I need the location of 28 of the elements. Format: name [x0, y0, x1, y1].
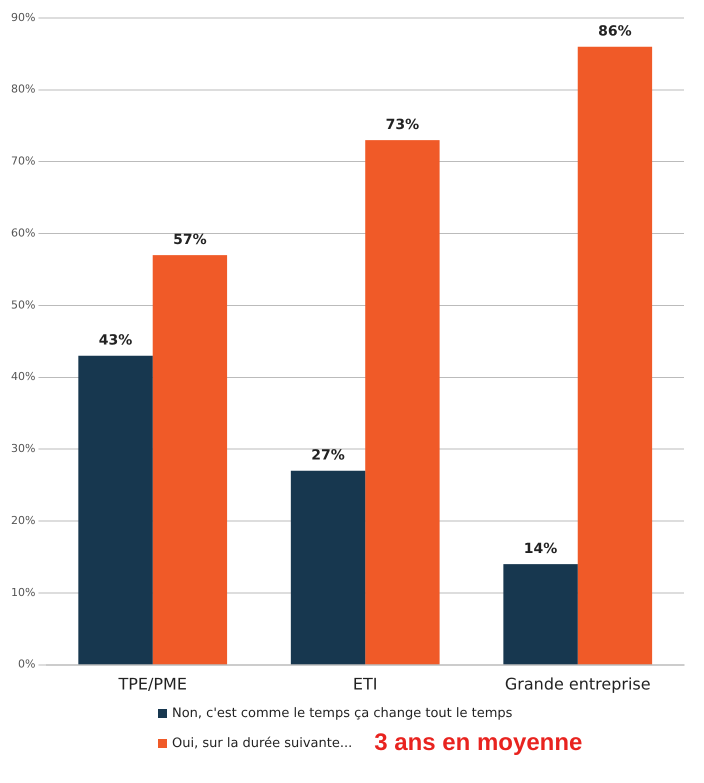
x-tick-label: ETI	[352, 674, 378, 694]
y-tick-label: 80%	[10, 82, 36, 96]
y-tick-label: 50%	[10, 298, 36, 312]
y-tick-label: 10%	[10, 586, 36, 599]
data-label: 14%	[524, 540, 558, 557]
bar	[78, 356, 153, 664]
y-tick-label: 70%	[10, 154, 36, 168]
bar	[152, 255, 228, 664]
data-label: 86%	[598, 23, 632, 40]
data-label: 57%	[173, 232, 207, 248]
bar	[365, 140, 440, 664]
y-tick-label: 30%	[10, 442, 36, 456]
bar	[578, 46, 652, 664]
x-tick-label: Grande entreprise	[504, 674, 651, 694]
y-tick-label: 60%	[10, 226, 36, 240]
y-tick-label: 40%	[10, 370, 36, 384]
legend-label: Non, c'est comme le temps ça change tout le temps	[172, 706, 512, 720]
x-tick-label: TPE/PME	[117, 674, 187, 694]
y-tick-label: 0%	[18, 658, 36, 671]
text: 3 ans en moyenne	[374, 729, 582, 757]
y-tick-label: 20%	[10, 514, 36, 527]
legend-label: Oui, sur la durée suivante...	[172, 736, 352, 750]
y-tick-label: 90%	[10, 10, 36, 24]
data-label: 73%	[386, 116, 420, 133]
bar	[290, 470, 366, 664]
data-label: 27%	[311, 447, 345, 464]
data-label: 43%	[98, 332, 132, 348]
bar	[503, 564, 578, 664]
